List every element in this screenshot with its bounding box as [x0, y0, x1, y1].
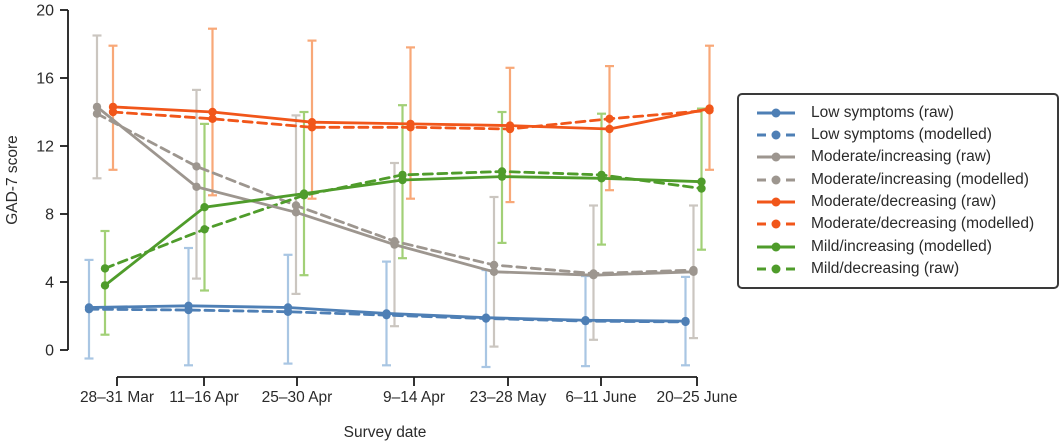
- legend-marker-solid: [757, 197, 795, 207]
- legend-dot: [771, 197, 781, 207]
- x-tick-label: 9–14 Apr: [383, 389, 445, 406]
- legend: Low symptoms (raw) Low symptoms (modelled…: [737, 93, 1059, 289]
- legend-item-label: Moderate/decreasing (modelled): [811, 215, 1035, 233]
- legend-dot: [771, 152, 781, 162]
- legend-item-label: Moderate/increasing (raw): [811, 148, 992, 166]
- legend-item-low-symptoms-modelled: Low symptoms (modelled): [755, 125, 1047, 146]
- series-moderate-increasing-raw: [92, 102, 698, 280]
- legend-dot: [771, 175, 781, 185]
- error-bars-moderate-decreasing-raw: [108, 27, 714, 204]
- series-mild-increasing-modelled: [100, 172, 706, 290]
- error-bars-mild-increasing-modelled: [100, 104, 706, 336]
- data-point-low-symptoms-raw: [184, 301, 193, 310]
- data-point-mild-increasing-modelled: [200, 203, 209, 212]
- series-low-symptoms-raw: [84, 301, 690, 326]
- data-point-low-symptoms-raw: [581, 316, 590, 325]
- data-point-moderate-decreasing-raw: [705, 104, 714, 113]
- legend-dot: [771, 130, 781, 140]
- data-point-mild-increasing-modelled: [299, 189, 309, 198]
- y-tick-label: 0: [45, 343, 54, 360]
- legend-dot: [771, 219, 781, 229]
- legend-item-label: Mild/increasing (modelled): [811, 237, 992, 255]
- data-point-moderate-decreasing-raw: [307, 118, 317, 127]
- data-point-moderate-increasing-raw: [390, 240, 399, 249]
- data-point-low-symptoms-raw: [84, 303, 94, 312]
- data-point-mild-increasing-modelled: [697, 177, 706, 186]
- data-point-moderate-decreasing-raw: [108, 102, 118, 112]
- legend-item-label: Moderate/increasing (modelled): [811, 170, 1029, 188]
- data-point-mild-increasing-modelled: [597, 174, 606, 183]
- data-point-mild-decreasing-raw: [697, 184, 706, 193]
- legend-item-moderate-decreasing-raw: Moderate/decreasing (raw): [755, 192, 1047, 213]
- data-point-moderate-decreasing-modelled: [605, 114, 614, 124]
- legend-item-label: Low symptoms (raw): [811, 103, 954, 121]
- data-point-mild-increasing-modelled: [398, 175, 407, 185]
- data-point-mild-decreasing-raw: [200, 225, 209, 234]
- series-layer: [84, 102, 714, 327]
- legend-marker-solid: [757, 242, 795, 252]
- y-tick-label: 20: [36, 3, 54, 20]
- x-tick-label: 25–30 Apr: [262, 389, 333, 406]
- legend-item-moderate-increasing-raw: Moderate/increasing (raw): [755, 147, 1047, 168]
- data-point-mild-decreasing-raw: [100, 264, 110, 273]
- data-point-moderate-increasing-raw: [589, 271, 598, 280]
- x-tick-label: 23–28 May: [470, 389, 547, 406]
- error-bars-low-symptoms-raw: [84, 246, 690, 369]
- x-tick-label: 28–31 Mar: [80, 389, 154, 406]
- y-axis: 0 4 8 12 16 20: [36, 3, 69, 360]
- y-tick-label: 4: [45, 275, 54, 292]
- y-tick-label: 8: [45, 207, 54, 224]
- data-point-moderate-increasing-modelled: [489, 260, 499, 270]
- legend-marker-solid: [757, 152, 795, 162]
- data-point-moderate-increasing-raw: [192, 182, 201, 191]
- series-moderate-decreasing-raw: [108, 102, 714, 134]
- data-point-mild-increasing-modelled: [100, 281, 110, 290]
- data-point-moderate-decreasing-raw: [605, 124, 614, 134]
- gad7-line-chart: 0 4 8 12 16 20 28–31 Mar 11–16 Apr 25–30 Apr 9–1…: [4, 3, 738, 442]
- y-tick-label: 16: [36, 71, 54, 88]
- legend-item-label: Low symptoms (modelled): [811, 126, 992, 144]
- x-tick-label: 6–11 June: [565, 389, 636, 406]
- data-point-mild-increasing-modelled: [497, 172, 507, 181]
- data-point-moderate-increasing-raw: [291, 208, 301, 217]
- legend-item-mild-increasing-modelled: Mild/increasing (modelled): [755, 236, 1047, 257]
- data-point-moderate-increasing-modelled: [192, 162, 201, 171]
- legend-marker-solid: [757, 108, 795, 118]
- legend-dot: [771, 108, 781, 118]
- data-point-low-symptoms-raw: [481, 313, 491, 322]
- legend-item-mild-decreasing-raw: Mild/decreasing (raw): [755, 259, 1047, 280]
- y-axis-title: GAD-7 score: [4, 135, 21, 225]
- data-point-moderate-increasing-raw: [489, 267, 499, 276]
- x-axis: 28–31 Mar 11–16 Apr 25–30 Apr 9–14 Apr 23–28…: [80, 376, 738, 406]
- legend-marker-dashed: [757, 264, 795, 274]
- legend-marker-dashed: [757, 219, 795, 229]
- data-point-moderate-increasing-modelled: [92, 109, 102, 118]
- data-point-low-symptoms-raw: [283, 303, 293, 312]
- legend-item-moderate-increasing-modelled: Moderate/increasing (modelled): [755, 169, 1047, 190]
- legend-dot: [771, 242, 781, 252]
- x-tick-label: 20–25 June: [656, 389, 737, 406]
- legend-marker-dashed: [757, 175, 795, 185]
- data-point-moderate-decreasing-modelled: [208, 114, 217, 124]
- data-point-low-symptoms-raw: [382, 309, 391, 318]
- legend-marker-dashed: [757, 130, 795, 140]
- legend-item-label: Moderate/decreasing (raw): [811, 193, 997, 211]
- y-tick-label: 12: [36, 139, 54, 156]
- data-point-moderate-increasing-raw: [689, 267, 698, 276]
- data-point-moderate-decreasing-raw: [208, 107, 217, 117]
- legend-dot: [771, 264, 781, 274]
- x-axis-title: Survey date: [344, 424, 427, 441]
- x-tick-label: 11–16 Apr: [169, 389, 239, 406]
- data-point-moderate-increasing-modelled: [291, 201, 301, 210]
- data-point-moderate-increasing-raw: [92, 102, 102, 112]
- legend-item-label: Mild/decreasing (raw): [811, 260, 960, 278]
- data-point-low-symptoms-raw: [681, 316, 690, 326]
- legend-item-low-symptoms-raw: Low symptoms (raw): [755, 102, 1047, 123]
- data-point-moderate-decreasing-raw: [505, 121, 515, 130]
- legend-item-moderate-decreasing-modelled: Moderate/decreasing (modelled): [755, 214, 1047, 235]
- data-point-moderate-decreasing-raw: [406, 119, 415, 129]
